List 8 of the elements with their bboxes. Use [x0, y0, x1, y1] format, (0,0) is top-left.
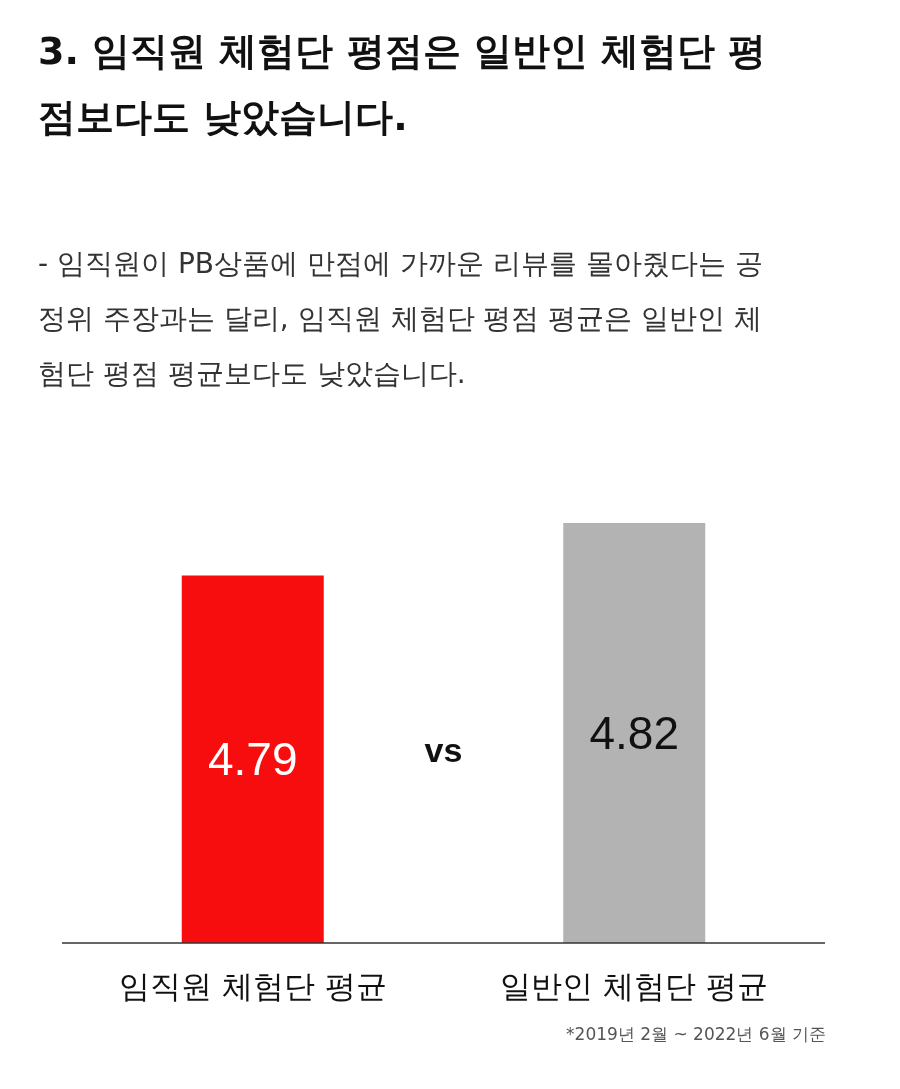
chart-title: 3. 임직원 체험단 평점은 일반인 체험단 평점보다도 낮았습니다.: [38, 28, 768, 141]
x-tick-label: 일반인 체험단 평균: [500, 968, 769, 1004]
data-label: 4.82: [589, 707, 680, 759]
text: *2019년 2월 ~ 2022년 6월 기준: [566, 1024, 826, 1044]
annotation: vs: [424, 731, 463, 769]
x-tick-label: 임직원 체험단 평균: [118, 968, 387, 1004]
chart-subtitle: - 임직원이 PB상품에 만점에 가까운 리뷰를 몰아줬다는 공정위 주장과는 달리, 임직원 체험단 평점 평균은 일반인 체험단 평점 평균보다도 낮았습니다.: [38, 246, 764, 392]
data-label: 4.79: [207, 733, 298, 786]
